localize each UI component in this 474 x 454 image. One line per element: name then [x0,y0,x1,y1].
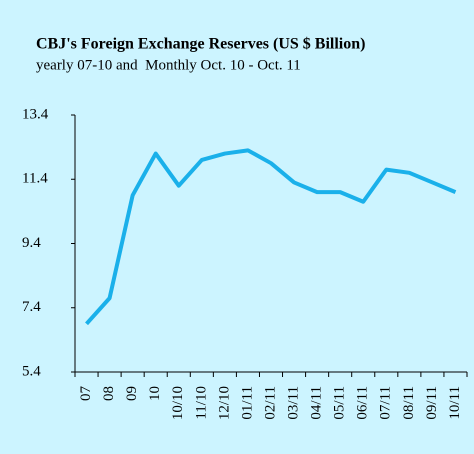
chart-title: CBJ's Foreign Exchange Reserves (US $ Bi… [36,36,365,53]
x-tick-label: 07/11 [378,386,394,420]
x-tick-label: 07 [78,386,94,402]
x-tick-label: 10/11 [447,386,463,420]
x-tick-label: 12/10 [216,386,232,420]
x-tick-label: 11/10 [193,386,209,420]
x-tick-label: 10 [147,386,163,401]
y-tick-label: 9.4 [22,235,41,251]
x-tick-label: 05/11 [332,386,348,420]
x-tick-label: 10/10 [170,386,186,420]
y-tick-label: 11.4 [22,171,48,187]
y-tick-label: 7.4 [22,299,41,315]
y-tick-label: 5.4 [22,363,41,379]
x-tick-label: 06/11 [355,386,371,420]
x-tick-label: 08/11 [401,386,417,420]
x-tick-label: 03/11 [285,386,301,420]
x-tick-label: 02/11 [262,386,278,420]
chart-subtitle: yearly 07-10 and Monthly Oct. 10 - Oct. … [36,57,301,73]
y-tick-label: 13.4 [22,106,49,122]
x-tick-label: 09/11 [424,386,440,420]
x-tick-label: 09 [124,386,140,401]
x-tick-label: 01/11 [239,386,255,420]
x-tick-label: 04/11 [309,386,325,420]
x-tick-label: 08 [101,386,117,401]
data-line [85,148,457,326]
